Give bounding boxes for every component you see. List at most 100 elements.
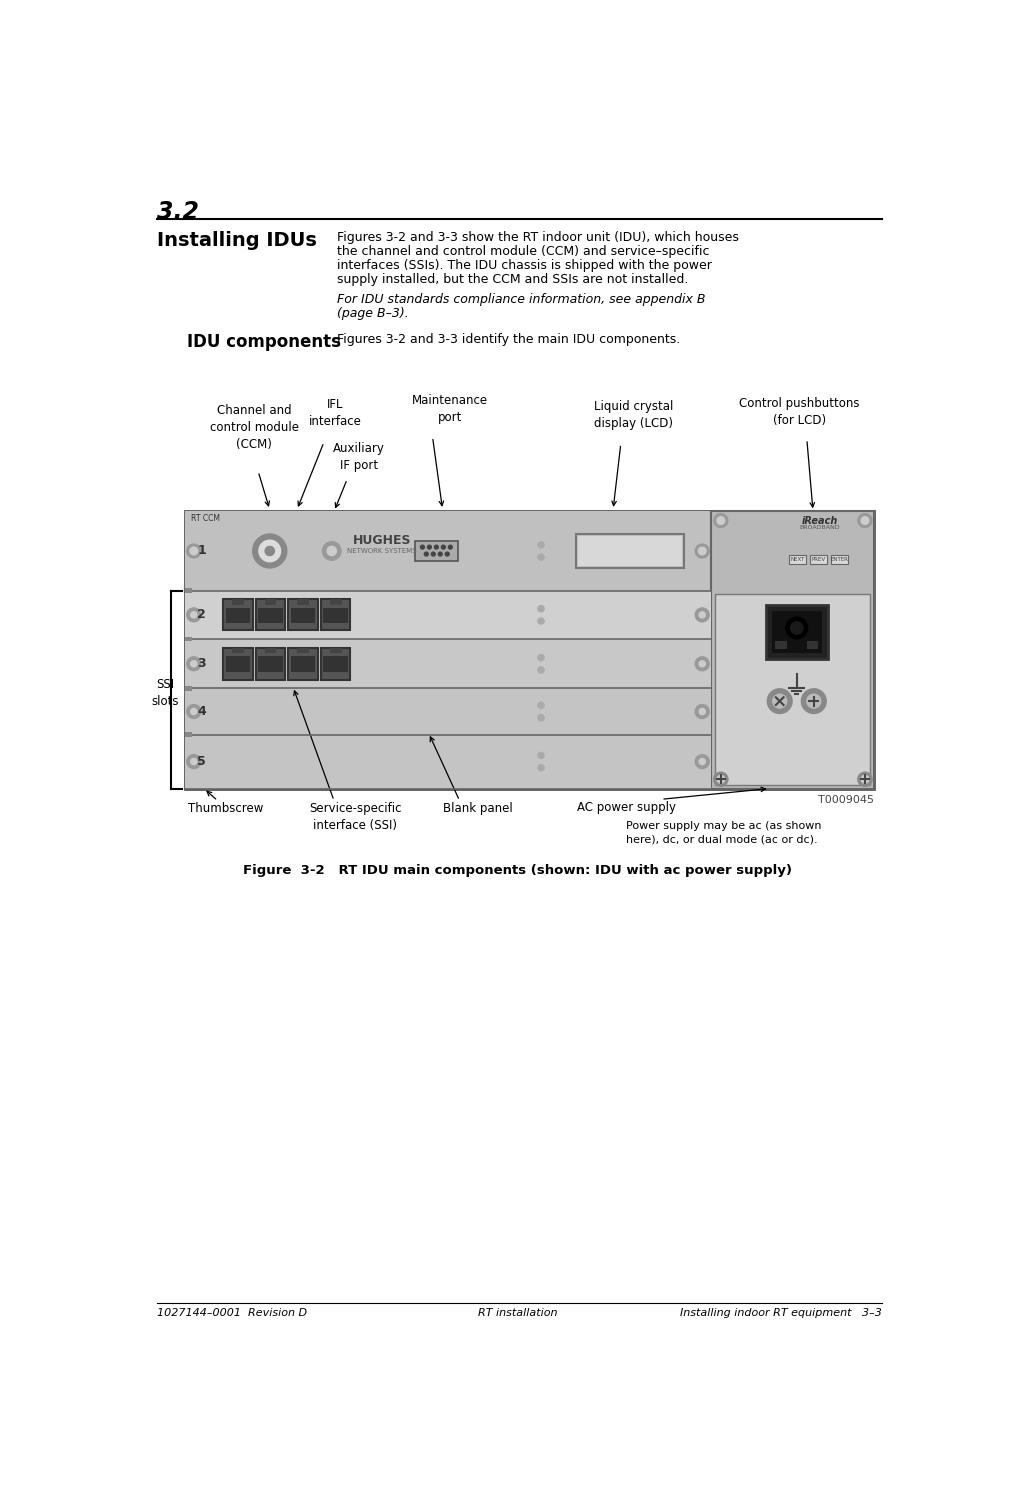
Text: Figure  3-2   RT IDU main components (shown: IDU with ac power supply): Figure 3-2 RT IDU main components (shown… <box>244 864 793 877</box>
Text: 2: 2 <box>197 609 206 621</box>
Bar <box>772 610 822 652</box>
Text: Figures 3-2 and 3-3 show the RT indoor unit (IDU), which houses: Figures 3-2 and 3-3 show the RT indoor u… <box>338 231 739 244</box>
Circle shape <box>538 703 544 709</box>
Circle shape <box>861 517 868 524</box>
Bar <box>225 608 251 624</box>
Circle shape <box>323 542 341 560</box>
Bar <box>320 648 351 679</box>
Circle shape <box>791 622 803 634</box>
Circle shape <box>699 612 706 618</box>
Bar <box>415 541 458 561</box>
Circle shape <box>421 545 425 549</box>
Text: Power supply may be ac (as shown
here), dc, or dual mode (ac or dc).: Power supply may be ac (as shown here), … <box>626 820 822 844</box>
Circle shape <box>538 618 544 624</box>
Bar <box>184 734 712 789</box>
Circle shape <box>191 758 197 765</box>
Text: Figures 3-2 and 3-3 identify the main IDU components.: Figures 3-2 and 3-3 identify the main ID… <box>338 332 680 345</box>
Bar <box>291 608 315 624</box>
Bar <box>265 599 276 605</box>
Bar <box>233 648 244 654</box>
Text: supply installed, but the CCM and SSIs are not installed.: supply installed, but the CCM and SSIs a… <box>338 272 688 286</box>
Text: PREV: PREV <box>812 557 826 561</box>
Circle shape <box>696 657 709 670</box>
Text: Liquid crystal
display (LCD): Liquid crystal display (LCD) <box>594 401 673 430</box>
Circle shape <box>699 758 706 765</box>
Bar <box>233 599 244 605</box>
Circle shape <box>786 618 808 639</box>
Bar <box>288 599 317 630</box>
Bar <box>810 555 827 564</box>
Bar <box>297 599 309 605</box>
Text: 1: 1 <box>197 545 206 557</box>
Circle shape <box>699 546 706 555</box>
Circle shape <box>432 552 435 555</box>
Text: Control pushbuttons
(for LCD): Control pushbuttons (for LCD) <box>739 396 859 426</box>
Text: T0009045: T0009045 <box>818 795 875 804</box>
Bar <box>184 588 192 593</box>
Bar <box>765 605 828 658</box>
Text: HUGHES: HUGHES <box>353 533 411 546</box>
Text: IDU components: IDU components <box>187 332 341 351</box>
Bar <box>223 648 253 679</box>
Circle shape <box>442 545 445 549</box>
Circle shape <box>696 608 709 622</box>
Text: 4: 4 <box>197 704 206 718</box>
Bar <box>256 599 285 630</box>
Text: Channel and
control module
(CCM): Channel and control module (CCM) <box>209 404 298 451</box>
Circle shape <box>861 776 868 783</box>
Bar <box>324 608 348 624</box>
Text: 3.2: 3.2 <box>158 200 199 225</box>
Circle shape <box>187 543 201 558</box>
Bar <box>712 511 875 789</box>
Circle shape <box>187 608 201 622</box>
Circle shape <box>717 776 725 783</box>
Circle shape <box>696 755 709 768</box>
Circle shape <box>265 546 274 555</box>
Circle shape <box>538 606 544 612</box>
Text: Auxiliary
IF port: Auxiliary IF port <box>333 442 385 472</box>
Bar <box>184 688 712 734</box>
Circle shape <box>538 667 544 673</box>
Circle shape <box>696 704 709 719</box>
Text: For IDU standards compliance information, see appendix B: For IDU standards compliance information… <box>338 293 706 305</box>
Circle shape <box>445 552 449 555</box>
Text: BROADBAND: BROADBAND <box>800 526 840 530</box>
Bar <box>184 637 192 642</box>
Bar <box>184 639 712 688</box>
Circle shape <box>435 545 439 549</box>
Circle shape <box>191 709 197 715</box>
Circle shape <box>696 543 709 558</box>
Circle shape <box>538 542 544 548</box>
Circle shape <box>858 773 871 786</box>
Circle shape <box>538 715 544 721</box>
Bar <box>265 648 276 654</box>
Text: ENTER: ENTER <box>830 557 848 561</box>
Circle shape <box>449 545 452 549</box>
Bar <box>716 594 870 785</box>
Bar <box>223 599 253 630</box>
Circle shape <box>714 773 728 786</box>
Text: Blank panel: Blank panel <box>443 803 513 816</box>
Circle shape <box>538 752 544 758</box>
Circle shape <box>858 773 871 786</box>
Text: iReach: iReach <box>802 517 838 526</box>
Circle shape <box>191 661 197 667</box>
Bar <box>297 648 309 654</box>
Text: 3: 3 <box>197 657 206 670</box>
Circle shape <box>259 541 281 561</box>
Bar <box>256 648 285 679</box>
Bar <box>320 599 351 630</box>
Bar <box>330 648 342 654</box>
Circle shape <box>802 689 826 713</box>
Bar <box>775 642 787 649</box>
Text: Installing IDUs: Installing IDUs <box>158 231 317 250</box>
Circle shape <box>807 694 821 709</box>
Circle shape <box>699 709 706 715</box>
Text: AC power supply: AC power supply <box>576 801 675 814</box>
Text: 5: 5 <box>197 755 206 768</box>
Text: Thumbscrew: Thumbscrew <box>188 803 263 816</box>
Circle shape <box>428 545 432 549</box>
Text: Installing indoor RT equipment   3–3: Installing indoor RT equipment 3–3 <box>680 1309 882 1318</box>
Bar <box>184 686 192 691</box>
Bar <box>831 555 848 564</box>
